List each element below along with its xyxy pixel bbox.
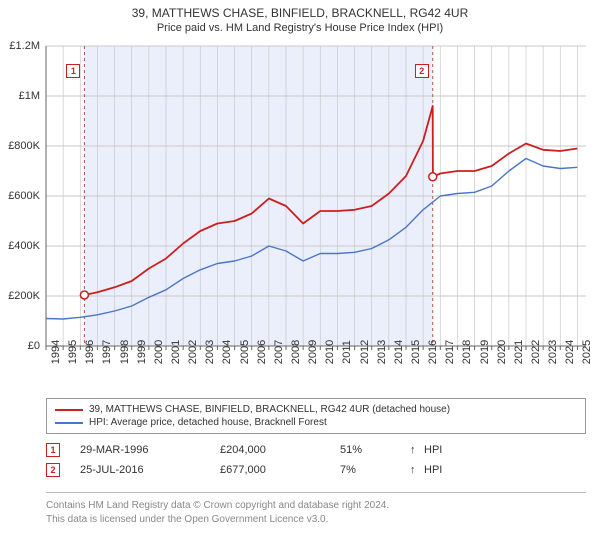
footer-line-2: This data is licensed under the Open Gov… (46, 513, 586, 527)
x-tick-label: 2002 (187, 340, 199, 364)
arrow-up-icon: ↑ (410, 464, 424, 476)
title-block: 39, MATTHEWS CHASE, BINFIELD, BRACKNELL,… (0, 0, 600, 34)
x-tick-label: 2004 (221, 340, 233, 364)
x-tick-label: 2018 (461, 340, 473, 364)
x-tick-label: 2007 (273, 340, 285, 364)
x-tick-label: 2003 (204, 340, 216, 364)
legend-box: 39, MATTHEWS CHASE, BINFIELD, BRACKNELL,… (46, 398, 586, 434)
sale-row-marker: 2 (46, 463, 60, 477)
sale-pct: 7% (340, 464, 410, 476)
sale-suffix: HPI (424, 444, 442, 456)
plot-svg (46, 46, 586, 346)
sale-marker-1: 1 (66, 64, 80, 78)
sale-price: £204,000 (220, 444, 340, 456)
x-tick-label: 2005 (239, 340, 251, 364)
sale-row-marker: 1 (46, 443, 60, 457)
x-tick-label: 2022 (530, 340, 542, 364)
x-tick-label: 1998 (119, 340, 131, 364)
x-tick-label: 2008 (290, 340, 302, 364)
title-sub: Price paid vs. HM Land Registry's House … (0, 22, 600, 34)
x-tick-label: 2009 (307, 340, 319, 364)
footer-line-1: Contains HM Land Registry data © Crown c… (46, 499, 586, 513)
legend-item: HPI: Average price, detached house, Brac… (55, 416, 577, 429)
y-tick-label: £0 (28, 340, 40, 352)
y-axis-labels: £0£200K£400K£600K£800K£1M£1.2M (0, 46, 44, 346)
x-tick-label: 1999 (136, 340, 148, 364)
x-tick-label: 2020 (496, 340, 508, 364)
y-tick-label: £1M (19, 90, 40, 102)
x-tick-label: 2021 (513, 340, 525, 364)
x-tick-label: 1997 (101, 340, 113, 364)
plot-area: 12 (46, 46, 586, 346)
x-tick-label: 2019 (479, 340, 491, 364)
x-tick-label: 2010 (324, 340, 336, 364)
y-tick-label: £800K (8, 140, 40, 152)
sales-table: 1 29-MAR-1996£204,00051%↑HPI 2 25-JUL-2016£… (46, 440, 586, 480)
sale-date: 25-JUL-2016 (80, 464, 220, 476)
y-tick-label: £600K (8, 190, 40, 202)
sale-pct: 51% (340, 444, 410, 456)
x-tick-label: 2001 (170, 340, 182, 364)
y-tick-label: £400K (8, 240, 40, 252)
x-tick-label: 2015 (410, 340, 422, 364)
chart-container: 39, MATTHEWS CHASE, BINFIELD, BRACKNELL,… (0, 0, 600, 560)
x-tick-label: 2016 (427, 340, 439, 364)
x-tick-label: 2014 (393, 340, 405, 364)
sale-row: 2 25-JUL-2016£677,0007%↑HPI (46, 460, 586, 480)
sale-suffix: HPI (424, 464, 442, 476)
y-tick-label: £200K (8, 290, 40, 302)
x-tick-label: 2012 (359, 340, 371, 364)
x-tick-label: 2013 (376, 340, 388, 364)
legend-swatch (55, 422, 83, 424)
x-tick-label: 1994 (50, 340, 62, 364)
x-tick-label: 2024 (564, 340, 576, 364)
legend-swatch (55, 409, 83, 411)
x-tick-label: 2017 (444, 340, 456, 364)
sale-price: £677,000 (220, 464, 340, 476)
y-tick-label: £1.2M (9, 40, 40, 52)
x-tick-label: 2011 (341, 340, 353, 364)
title-main: 39, MATTHEWS CHASE, BINFIELD, BRACKNELL,… (0, 6, 600, 20)
legend-item: 39, MATTHEWS CHASE, BINFIELD, BRACKNELL,… (55, 403, 577, 416)
footer-attribution: Contains HM Land Registry data © Crown c… (46, 492, 586, 527)
legend-label: 39, MATTHEWS CHASE, BINFIELD, BRACKNELL,… (89, 404, 450, 415)
x-tick-label: 2025 (581, 340, 593, 364)
x-tick-label: 1995 (67, 340, 79, 364)
x-tick-label: 2023 (547, 340, 559, 364)
sale-marker-2: 2 (415, 64, 429, 78)
x-tick-label: 1996 (84, 340, 96, 364)
x-tick-label: 2006 (256, 340, 268, 364)
sale-row: 1 29-MAR-1996£204,00051%↑HPI (46, 440, 586, 460)
x-tick-label: 2000 (153, 340, 165, 364)
sale-date: 29-MAR-1996 (80, 444, 220, 456)
x-axis-labels: 1994199519961997199819992000200120022003… (46, 350, 586, 396)
arrow-up-icon: ↑ (410, 444, 424, 456)
legend-label: HPI: Average price, detached house, Brac… (89, 417, 327, 428)
